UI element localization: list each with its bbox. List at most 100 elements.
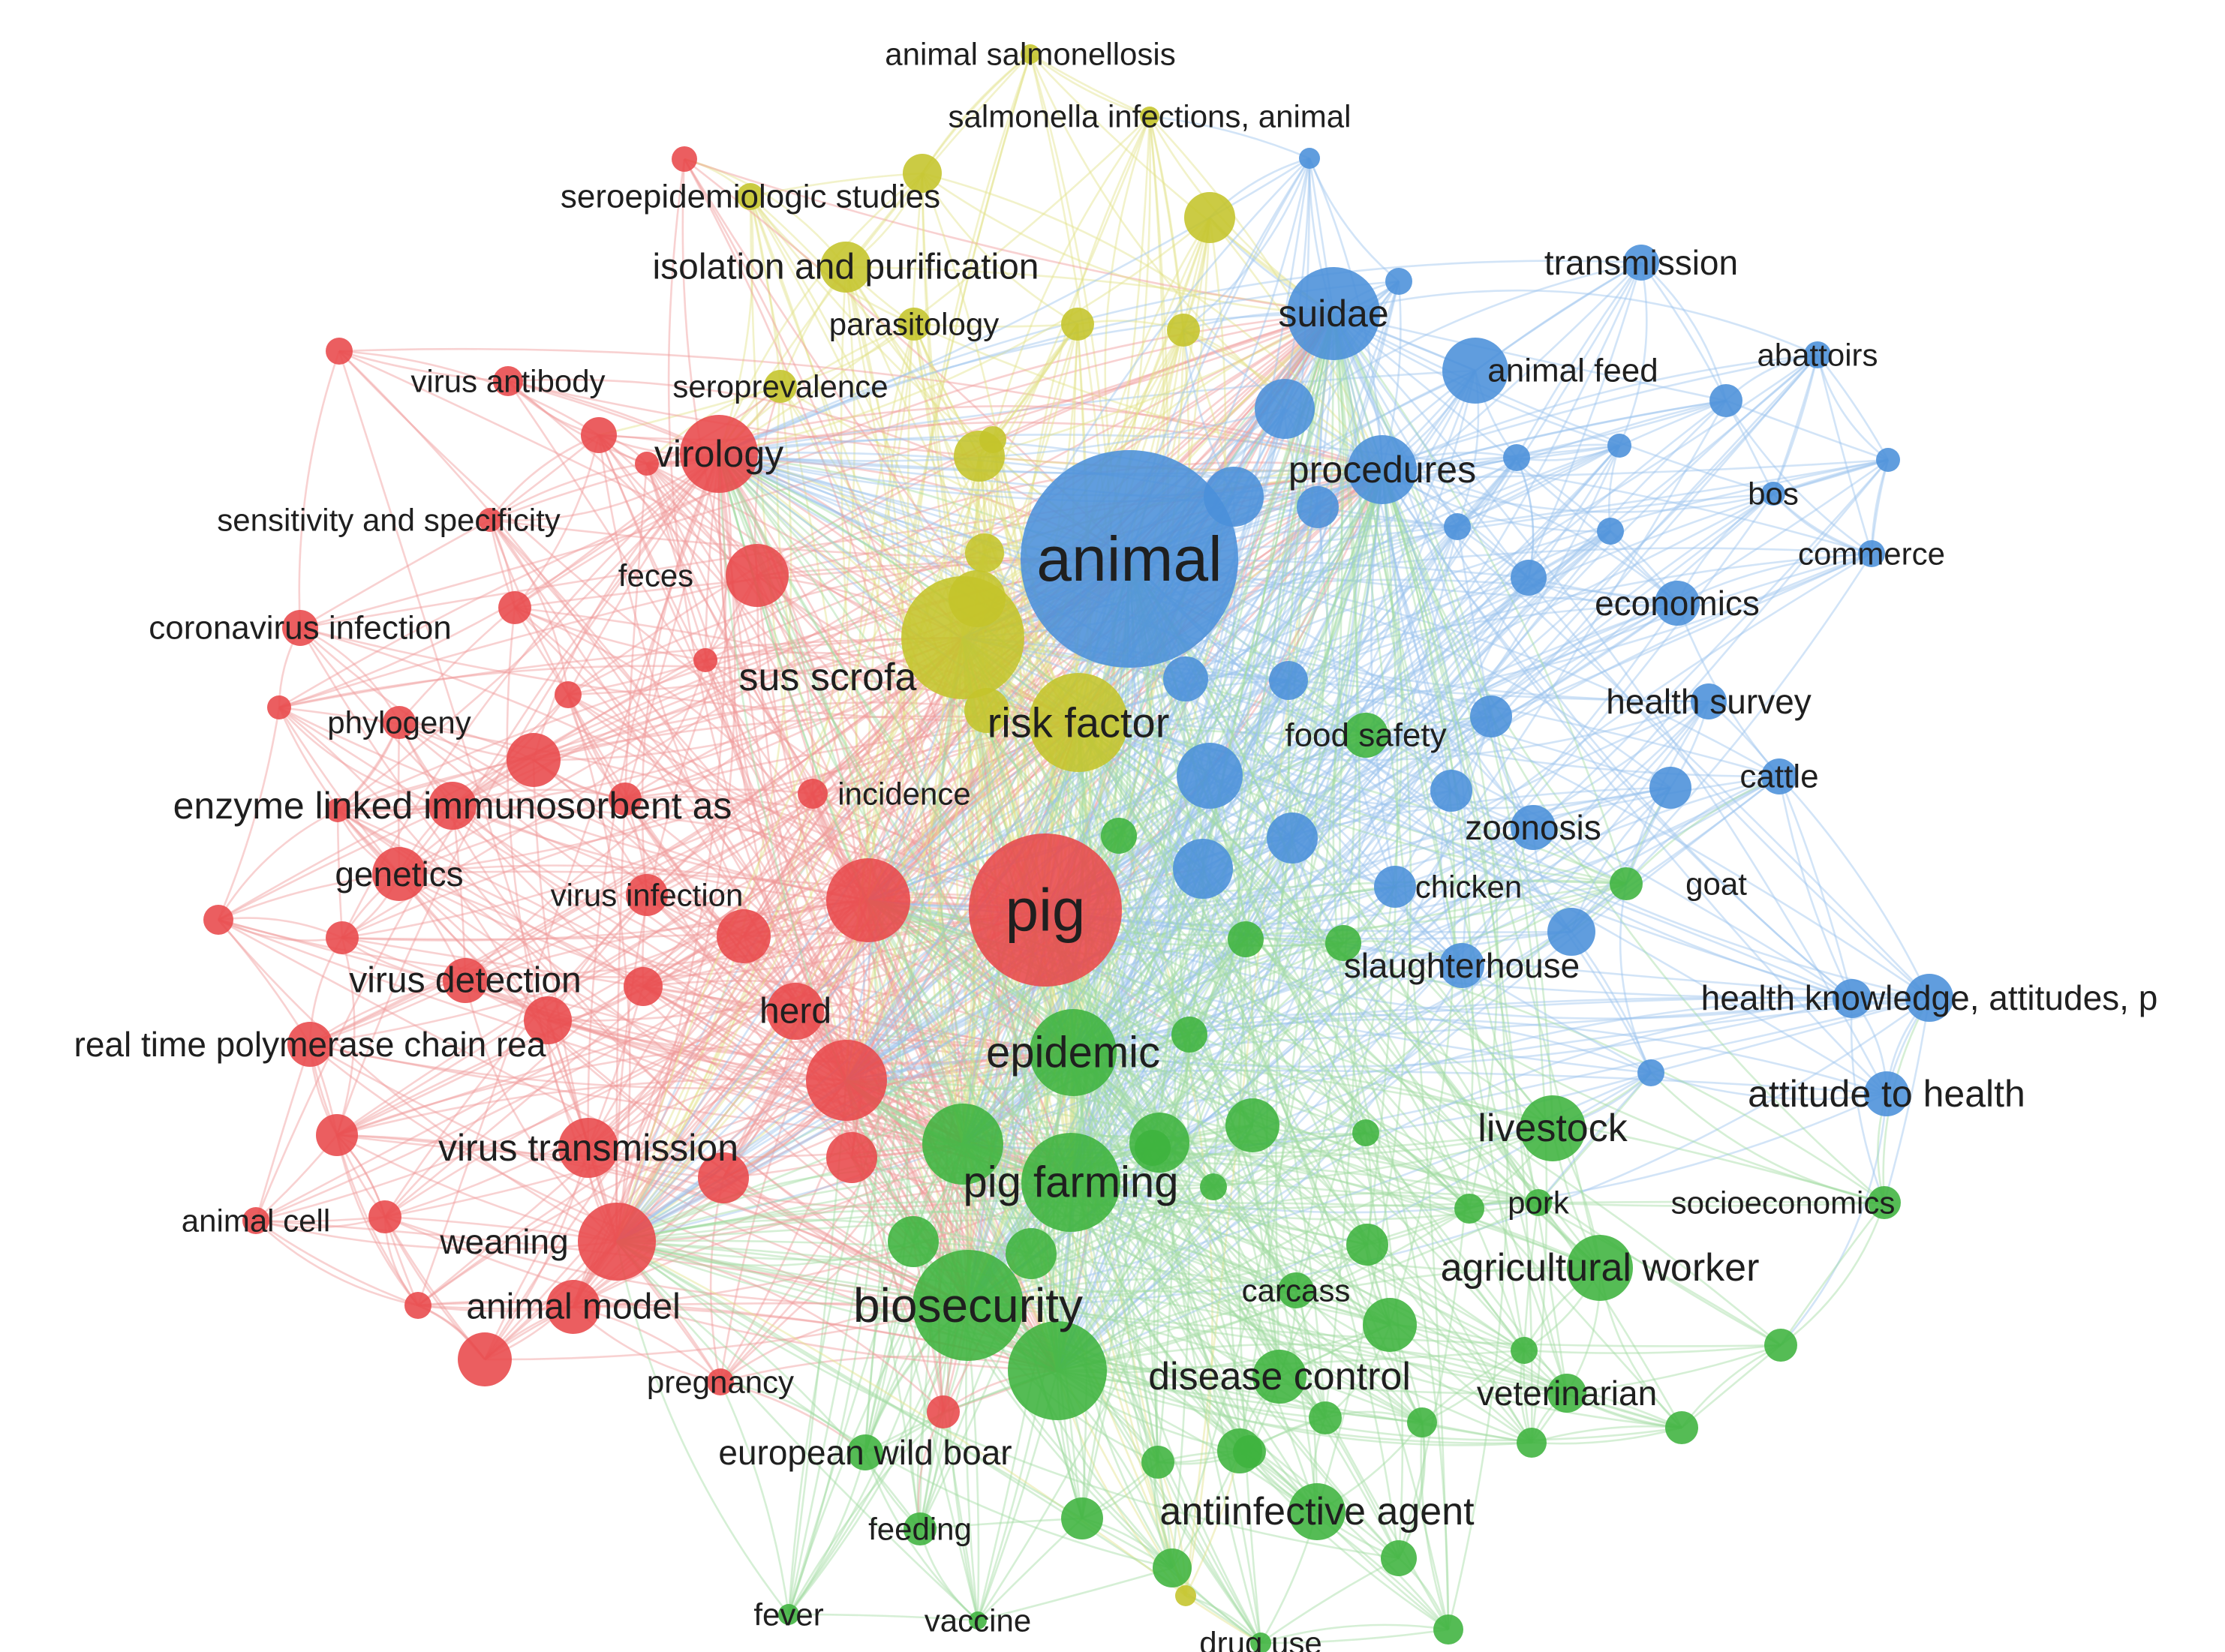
- link: [1072, 997, 1853, 1068]
- link: [1117, 835, 1246, 941]
- label-zoonosis: zoonosis: [1465, 808, 1601, 847]
- link: [1440, 790, 1463, 966]
- node-suidae: [1287, 267, 1380, 360]
- link: [846, 789, 1452, 1082]
- node-abattoirs: [1804, 341, 1831, 368]
- link: [749, 196, 848, 1081]
- link: [776, 386, 870, 901]
- link: [845, 637, 964, 1081]
- link: [567, 693, 1074, 1053]
- link: [1381, 469, 1533, 1443]
- link: [855, 323, 970, 1306]
- link: [338, 350, 618, 1242]
- link: [1078, 602, 1678, 724]
- link: [1077, 722, 1400, 1559]
- link: [646, 721, 1079, 897]
- label-livestock: livestock: [1478, 1107, 1628, 1150]
- node-chicken: [1374, 866, 1416, 908]
- link: [1077, 722, 1251, 1452]
- node-node-24: [927, 1395, 960, 1428]
- link: [1056, 558, 1136, 1371]
- node-health-knowledge: [1905, 974, 1953, 1022]
- node-node-16: [826, 1132, 877, 1183]
- link: [1057, 701, 1710, 1372]
- link: [846, 602, 1678, 1082]
- link: [217, 707, 281, 921]
- link: [489, 519, 970, 1306]
- link: [846, 1069, 1887, 1095]
- node-node-7: [267, 695, 291, 719]
- link: [722, 468, 1383, 1179]
- link: [1772, 493, 1872, 555]
- link: [844, 266, 905, 1081]
- link: [986, 710, 1120, 837]
- link: [255, 722, 1079, 1222]
- link: [1128, 558, 1450, 1630]
- link: [867, 885, 1396, 911]
- link: [1188, 469, 1384, 1035]
- link: [867, 899, 1368, 1246]
- link: [337, 557, 1130, 812]
- link: [962, 930, 1572, 1146]
- node-node-58: [1101, 818, 1137, 854]
- link: [616, 1240, 1400, 1560]
- node-node-28: [1167, 314, 1200, 347]
- link: [1029, 53, 1383, 471]
- link: [616, 1051, 1074, 1243]
- link: [1072, 1052, 1525, 1352]
- label-animal-model: animal model: [466, 1287, 680, 1327]
- link: [1816, 354, 1873, 554]
- link: [967, 996, 1930, 1307]
- link: [921, 53, 1031, 174]
- link: [1045, 909, 1853, 1020]
- link: [384, 1079, 847, 1218]
- link: [1324, 313, 1361, 1419]
- link: [465, 721, 1079, 982]
- node-node-62: [1225, 1098, 1279, 1152]
- link: [616, 445, 1620, 1243]
- node-node-9: [609, 782, 642, 815]
- link: [1260, 1623, 1449, 1644]
- link: [1291, 469, 1384, 839]
- link: [1056, 457, 1518, 1371]
- link: [1072, 1052, 1281, 1377]
- link: [1057, 1369, 1449, 1630]
- link: [1078, 721, 1671, 809]
- node-carcass: [1278, 1272, 1314, 1308]
- link: [1332, 313, 1853, 1000]
- link: [1772, 354, 1819, 494]
- label-elisa: enzyme linked immunosorbent as: [173, 785, 732, 827]
- link: [1339, 469, 1384, 944]
- link: [1523, 1202, 1540, 1351]
- node-herd: [767, 983, 824, 1040]
- link: [567, 693, 869, 902]
- node-node-44: [1876, 448, 1900, 472]
- labels-layer: animal pig suidae procedures risk factor sus …: [74, 37, 2158, 1652]
- node-node-61: [1171, 1017, 1207, 1053]
- node-node-42: [1607, 434, 1631, 458]
- link: [1381, 469, 1885, 1203]
- link: [384, 313, 1334, 1218]
- node-node-23: [458, 1332, 512, 1386]
- link: [979, 312, 1334, 458]
- link: [646, 894, 1074, 1054]
- node-node-25: [954, 431, 1005, 482]
- link: [336, 1134, 969, 1307]
- link: [976, 469, 1384, 1621]
- link: [615, 793, 814, 1242]
- link: [1126, 558, 1262, 1644]
- link: [299, 518, 491, 629]
- node-zoonosis: [1511, 805, 1556, 850]
- link: [962, 786, 1671, 1146]
- link: [465, 313, 1335, 982]
- link: [1333, 289, 1818, 356]
- link: [514, 607, 1059, 1371]
- node-sus-scrofa: [901, 576, 1024, 699]
- node-coronavirus: [282, 610, 318, 646]
- link: [1780, 1093, 1888, 1346]
- node-vaccine: [969, 1611, 987, 1629]
- link: [1332, 313, 1535, 828]
- link: [337, 809, 969, 1306]
- node-feces: [726, 544, 789, 607]
- link: [489, 421, 1383, 521]
